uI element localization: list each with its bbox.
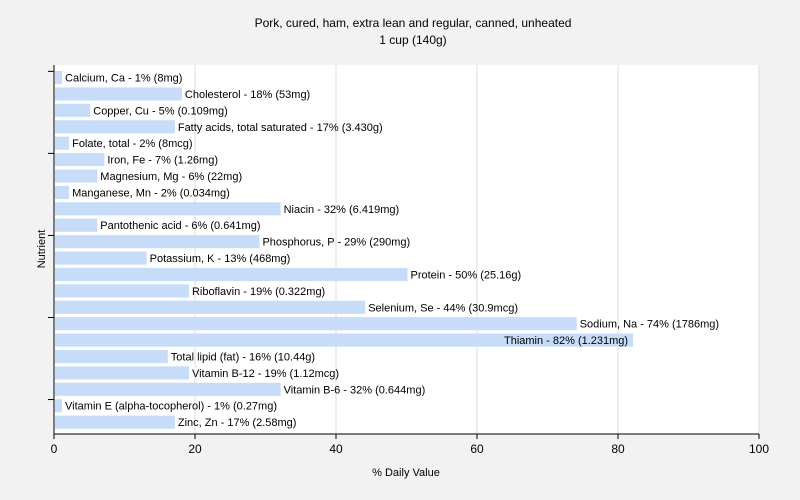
bar [55,333,634,347]
bar-label: Calcium, Ca - 1% (8mg) [65,73,182,85]
bar-label: Total lipid (fat) - 16% (10.44g) [171,352,315,364]
bar [55,382,281,396]
bar-label: Manganese, Mn - 2% (0.034mg) [72,187,230,199]
bar-label: Vitamin B-12 - 19% (1.12mcg) [192,368,339,380]
bar [55,153,105,167]
chart-title: Pork, cured, ham, extra lean and regular… [255,16,572,30]
bar-labels: Calcium, Ca - 1% (8mg)Cholesterol - 18% … [65,73,719,430]
bar [55,415,175,429]
bar-label: Selenium, Se - 44% (30.9mcg) [368,302,518,314]
x-tick-label: 40 [329,442,343,456]
bar [55,235,260,249]
bar-label: Copper, Cu - 5% (0.109mg) [93,105,228,117]
x-axis-label: % Daily Value [372,467,440,479]
bar [55,399,63,413]
bar [55,317,577,331]
x-tick-label: 20 [188,442,202,456]
x-tick-label: 100 [749,442,769,456]
bars [55,71,634,429]
bar [55,366,189,380]
grid-lines [194,65,760,434]
bar-label: Folate, total - 2% (8mcg) [72,138,192,150]
bar [55,71,63,85]
x-tick-label: 60 [470,442,484,456]
bar [55,267,408,282]
bar [55,300,366,314]
bar [55,136,70,150]
chart-subtitle: 1 cup (140g) [379,33,446,47]
bar-label: Iron, Fe - 7% (1.26mg) [107,155,218,167]
bar-label: Thiamin - 82% (1.231mg) [504,335,628,347]
x-tick-label: 0 [51,442,58,456]
bar [55,87,182,101]
bar [55,185,70,199]
bar [55,120,175,134]
bar-label: Phosphorus, P - 29% (290mg) [262,237,410,249]
bar-label: Protein - 50% (25.16g) [411,269,522,281]
bar-label: Vitamin E (alpha-tocopherol) - 1% (0.27m… [65,401,277,413]
bar-label: Niacin - 32% (6.419mg) [284,204,400,216]
bar [55,103,91,117]
bar [55,251,147,265]
bar [55,218,98,232]
bar-label: Riboflavin - 19% (0.322mg) [192,286,325,298]
bar-label: Sodium, Na - 74% (1786mg) [580,319,719,331]
bar [55,284,189,298]
bar-label: Magnesium, Mg - 6% (22mg) [100,171,242,183]
bar-label: Zinc, Zn - 17% (2.58mg) [178,417,297,429]
bar-label: Vitamin B-6 - 32% (0.644mg) [284,384,426,396]
y-axis-ticks [48,70,54,401]
y-axis-label: Nutrient [36,230,48,269]
bar-label: Potassium, K - 13% (468mg) [150,253,291,265]
bar [55,349,168,364]
x-tick-label: 80 [611,442,625,456]
bar-label: Fatty acids, total saturated - 17% (3.43… [178,122,383,134]
bar [55,202,281,216]
bar-label: Cholesterol - 18% (53mg) [185,89,310,101]
x-axis-ticks: 0 20 40 60 80 100 [51,434,769,456]
bar [55,169,98,183]
bar-label: Pantothenic acid - 6% (0.641mg) [100,220,260,232]
